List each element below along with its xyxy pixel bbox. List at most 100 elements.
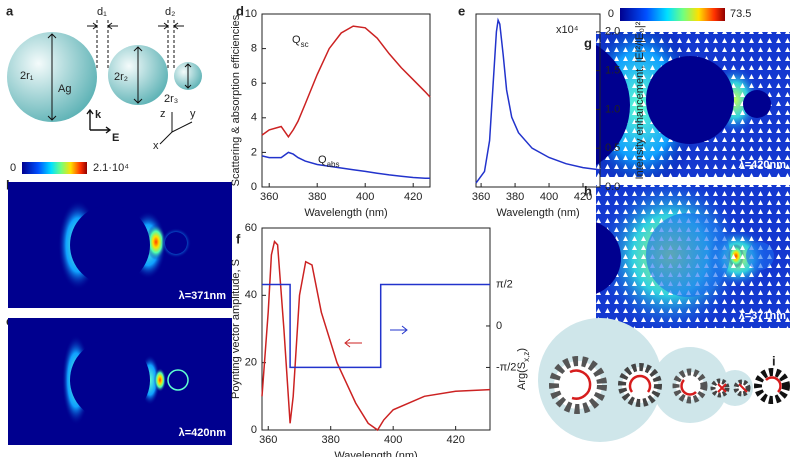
gear-diagram-circle — [672, 368, 708, 404]
field-map-h: λ=371nm — [596, 185, 790, 328]
x-tick-label: 420 — [574, 191, 592, 203]
panel-labels-text: h — [584, 183, 592, 198]
field-map-g-g-circle — [596, 44, 630, 166]
schematic-text: k — [95, 109, 102, 121]
schematic-text: d₁ — [97, 6, 107, 18]
y-tick-label: 0.5 — [605, 142, 620, 154]
schematic-path — [96, 20, 175, 70]
y-tick-label: 1.0 — [605, 103, 620, 115]
annotation: Qsc — [292, 34, 309, 49]
x-tick-label: 380 — [308, 191, 326, 203]
y-tick-label: 2.0 — [605, 26, 620, 38]
panel-labels-text: g — [584, 35, 592, 50]
x-axis-label: Wavelength (nm) — [304, 207, 387, 219]
field-map-c-ellipse — [154, 368, 166, 392]
field-map-g: 0 73.5 λ=420nm — [596, 8, 790, 177]
x-tick-label: 400 — [384, 434, 402, 446]
annotation-part: Q — [318, 154, 327, 166]
y-tick-label: 1.5 — [605, 65, 620, 77]
field-map-b: 0 2.1·10⁴ λ=371nm — [8, 162, 232, 308]
x-tick-label: 360 — [260, 191, 278, 203]
schematic-path — [159, 112, 193, 145]
series-line — [261, 25, 431, 139]
field-map-b-rect — [22, 162, 87, 174]
schematic-path — [86, 108, 112, 134]
field-map-c-circle — [70, 340, 150, 420]
gear-diagram-path — [569, 369, 782, 400]
x-tick-label: 420 — [404, 191, 422, 203]
series-line — [262, 283, 490, 369]
field-map-g-g — [596, 32, 790, 177]
y2-tick-label: π/2 — [496, 278, 513, 290]
panel-labels-text: f — [236, 231, 241, 246]
field-map-g-g-circle — [646, 56, 734, 144]
annotation: x10⁴ — [556, 24, 579, 36]
field-map-h-text: λ=371nm — [739, 310, 787, 322]
schematic: 2r₁ Ag 2r₂ 2r₃ d₁ d₂ k E z y x — [7, 6, 202, 152]
f-arrows — [344, 325, 408, 348]
y-tick-label: 40 — [245, 289, 257, 301]
field-map-b-text: 0 — [10, 162, 16, 174]
gear-diagram-circle — [618, 363, 662, 407]
y-tick-label: 10 — [245, 8, 257, 20]
schematic-path — [47, 33, 192, 121]
field-map-g-g-circle — [743, 90, 771, 118]
field-map-h-g-circle — [646, 213, 730, 297]
field-map-g-rect — [620, 8, 725, 21]
series-line — [475, 17, 601, 184]
y-axis-label: Scattering & absorption efficiencies — [230, 14, 242, 186]
x-tick-label: 380 — [506, 191, 524, 203]
schematic-text: E — [112, 132, 119, 144]
y2-tick-label: 0 — [496, 320, 502, 332]
field-map-b-circle — [70, 205, 150, 285]
gear-diagram-circle — [717, 370, 753, 406]
y-tick-label: 20 — [245, 357, 257, 369]
field-map-h-g-circle — [746, 242, 774, 270]
y2-axis-label-part: Arg(S — [516, 362, 528, 390]
schematic-path — [51, 34, 189, 120]
plot-frame — [261, 13, 431, 188]
x-tick-label: 400 — [356, 191, 374, 203]
schematic-path — [92, 22, 179, 30]
plot-frame — [475, 13, 601, 188]
x-tick-label: 360 — [472, 191, 490, 203]
y2-tick-label: -π/2 — [496, 361, 516, 373]
field-map-c-text: λ=420nm — [179, 427, 227, 439]
y2-axis-label-part: x,z — [522, 352, 531, 362]
field-map-b-circle — [165, 232, 187, 254]
annotation-part: Q — [292, 34, 301, 46]
field-map-h-g-circle — [596, 222, 621, 294]
x-tick-label: 400 — [540, 191, 558, 203]
y2-axis-label-part: ) — [516, 348, 528, 352]
f-arrows-path — [344, 338, 362, 348]
schematic-text: 2r₁ — [20, 70, 34, 82]
y-axis-label: Intensity enhancement, |E|²/|E₀|² — [634, 21, 646, 179]
annotation-part: abs — [327, 160, 340, 169]
schematic-text: x — [153, 140, 159, 152]
schematic-text: d₂ — [165, 6, 175, 18]
y-tick-label: 8 — [251, 43, 257, 55]
annotation-part: x10⁴ — [556, 24, 579, 36]
y2-axis-label: Arg(Sx,z) — [516, 348, 531, 390]
field-map-g-text: 73.5 — [730, 8, 751, 20]
field-map-g-text: 0 — [608, 8, 614, 20]
x-tick-label: 420 — [446, 434, 464, 446]
series-line — [261, 239, 491, 432]
f-arrows-path — [390, 325, 408, 335]
y-axis-label: Poynting vector amplitude, S — [230, 259, 242, 399]
schematic-text: Ag — [58, 83, 71, 95]
y-tick-label: 0 — [251, 181, 257, 193]
panel-labels-text: e — [458, 3, 465, 18]
x-axis-label: Wavelength (nm) — [334, 450, 417, 457]
y-tick-label: 0.0 — [605, 181, 620, 193]
gear-diagram-circle — [549, 356, 607, 414]
panel-labels-text: a — [6, 3, 14, 18]
schematic-text: 2r₃ — [164, 93, 178, 105]
schematic-text: 2r₂ — [114, 71, 128, 83]
x-tick-label: 360 — [259, 434, 277, 446]
panel-labels-text: d — [236, 3, 244, 18]
plot-frame — [261, 227, 491, 431]
gear-diagram — [538, 318, 790, 442]
schematic-text: z — [160, 108, 166, 120]
annotation-part: sc — [301, 40, 309, 49]
